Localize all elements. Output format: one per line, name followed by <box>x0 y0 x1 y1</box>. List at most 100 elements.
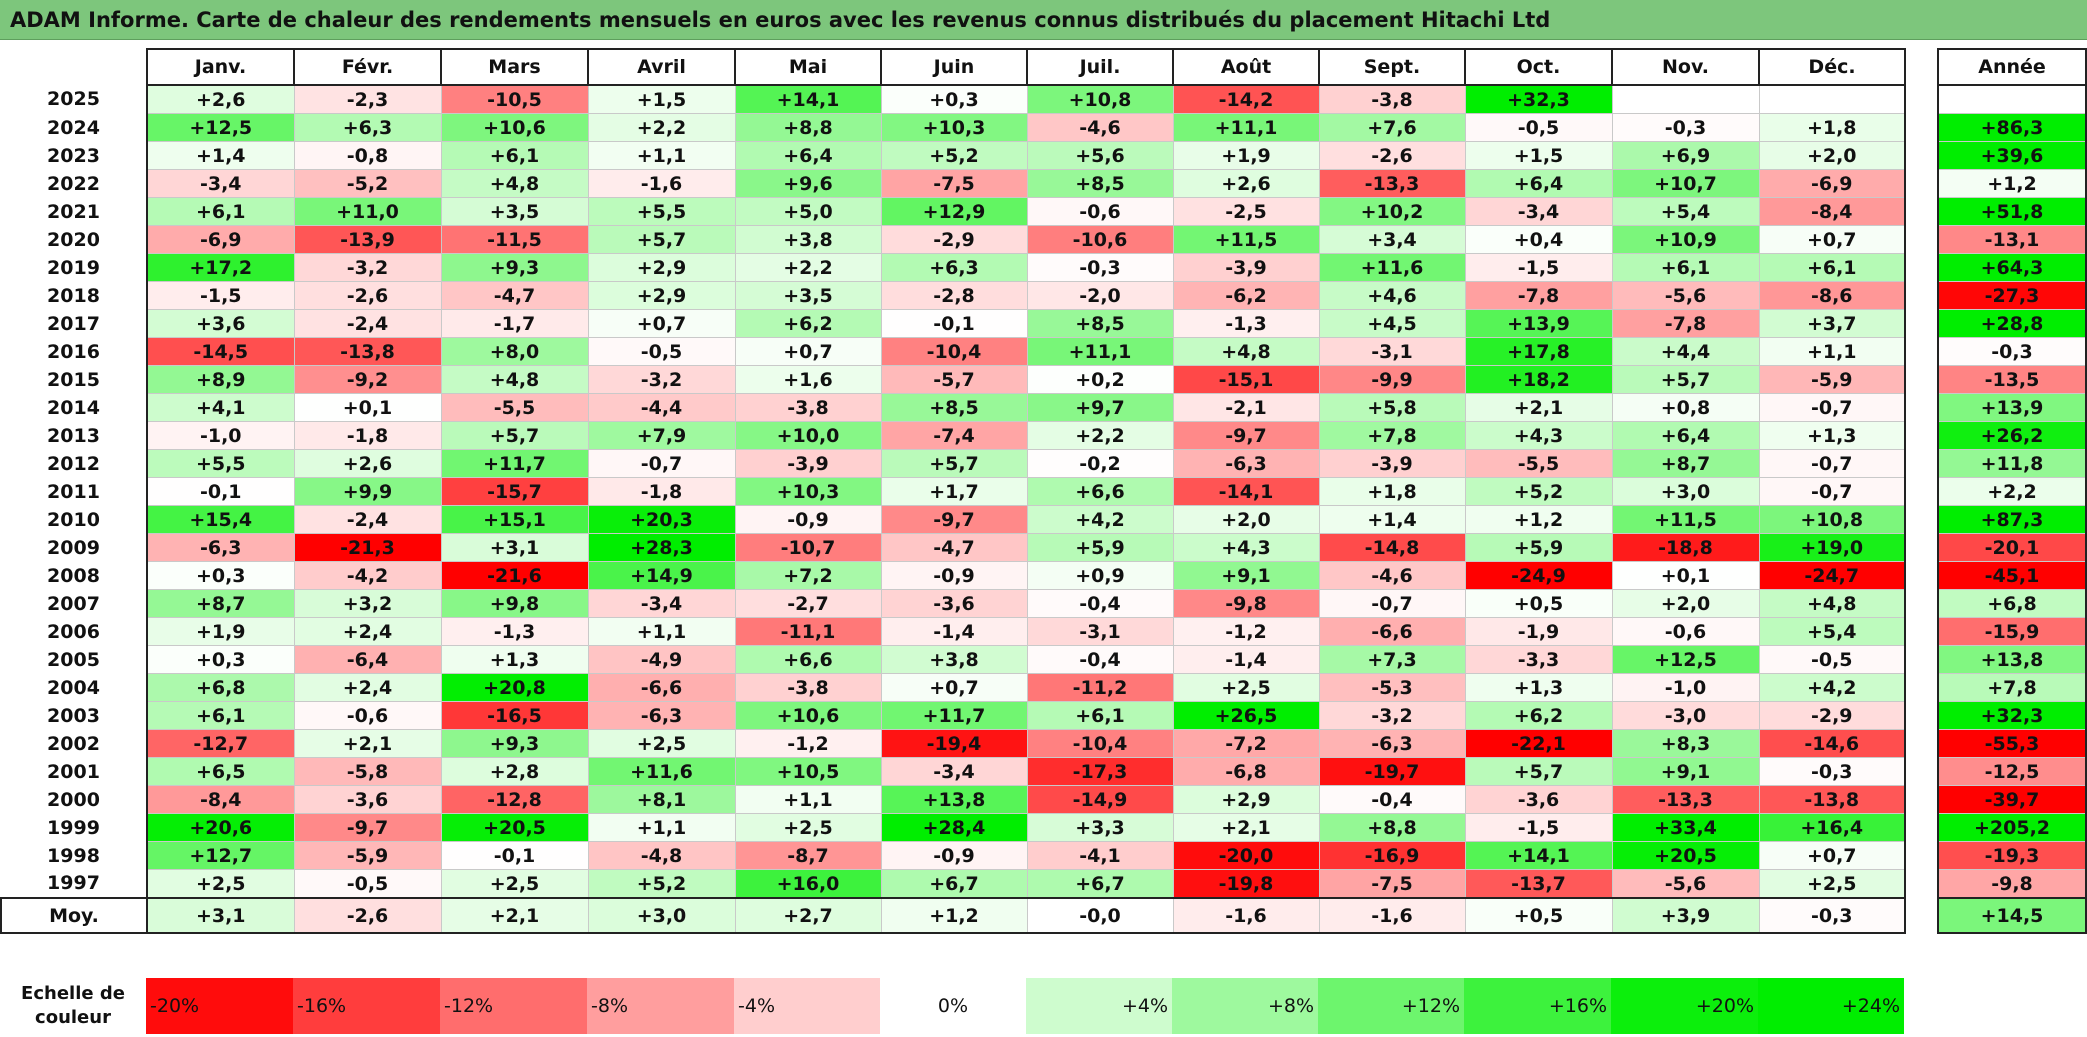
heat-cell: +5,2 <box>587 869 736 899</box>
average-cell: +2,7 <box>734 897 882 934</box>
heat-cell: +2,9 <box>587 253 736 282</box>
heat-cell: -6,6 <box>587 673 736 702</box>
heat-cell: -4,6 <box>1026 113 1174 142</box>
heat-cell: -0,2 <box>1026 449 1174 478</box>
heat-cell: +2,5 <box>587 729 736 758</box>
heat-cell: +2,0 <box>1611 589 1760 618</box>
annual-row: -45,1 <box>1937 561 2087 590</box>
heat-cell: +9,1 <box>1611 757 1760 786</box>
annual-cell: -15,9 <box>1937 617 2087 646</box>
heat-cell: +2,5 <box>1172 673 1320 702</box>
heat-cell: +0,7 <box>1758 225 1906 254</box>
heat-cell: +10,7 <box>1611 169 1760 198</box>
heat-cell: -3,9 <box>1318 449 1466 478</box>
heat-cell: +11,0 <box>293 197 442 226</box>
heat-cell: -9,2 <box>293 365 442 394</box>
heat-cell: +1,7 <box>880 477 1028 506</box>
heat-cell: -0,7 <box>587 449 736 478</box>
heatmap-row: 2009 -6,3 -21,3 +3,1 +28,3 -10,7 -4,7 +5,9 +4,3-… <box>1 533 1906 562</box>
year-label: 2016 <box>47 340 100 363</box>
heat-cell: +15,4 <box>146 505 295 534</box>
heat-cell: -8,6 <box>1758 281 1906 310</box>
heat-cell: -21,3 <box>293 533 442 562</box>
heat-cell: -3,1 <box>1026 617 1174 646</box>
heat-cell: +14,1 <box>1464 841 1613 870</box>
heat-cell: +17,8 <box>1464 337 1613 366</box>
heat-cell: +20,5 <box>1611 841 1760 870</box>
heat-cell: -0,9 <box>880 561 1028 590</box>
scale-swatch: +4% <box>1026 978 1172 1034</box>
average-cell: -2,6 <box>293 897 442 934</box>
heat-cell: +3,5 <box>734 281 882 310</box>
heat-cell: -6,9 <box>146 225 295 254</box>
heat-cell: +5,7 <box>440 421 589 450</box>
annual-average-row: +14,5 <box>1937 897 2087 934</box>
heat-cell: -6,2 <box>1172 281 1320 310</box>
heat-cell: +3,6 <box>146 309 295 338</box>
heat-cell: +3,7 <box>1758 309 1906 338</box>
heat-cell: -0,9 <box>880 841 1028 870</box>
heat-cell: -10,4 <box>1026 729 1174 758</box>
heat-cell: -14,6 <box>1758 729 1906 758</box>
heat-cell: +5,2 <box>1464 477 1613 506</box>
heat-cell: +8,5 <box>1026 169 1174 198</box>
heat-cell: +6,1 <box>146 197 295 226</box>
heat-cell: -1,8 <box>587 477 736 506</box>
average-cell: +3,9 <box>1611 897 1760 934</box>
heat-cell: +4,8 <box>1172 337 1320 366</box>
month-header: Déc. <box>1758 48 1906 86</box>
heatmap-row: 2000 -8,4 -3,6 -12,8 +8,1 +1,1 +13,8 -14,9 +2,9-… <box>1 785 1906 814</box>
scale-swatch: +24% <box>1758 978 1904 1034</box>
heat-cell: -3,0 <box>1611 701 1760 730</box>
average-cell: +3,0 <box>587 897 736 934</box>
month-header: Avril <box>587 48 736 86</box>
annual-column: Année +86,3 +39,6 +1,2 +51,8 -13,1 +64,3 -27,3… <box>1937 48 2087 934</box>
heatmap-row: 2001 +6,5 -5,8 +2,8 +11,6 +10,5 -3,4 -17,3 -6,8-… <box>1 757 1906 786</box>
heat-cell: +2,2 <box>734 253 882 282</box>
heat-cell: +3,4 <box>1318 225 1466 254</box>
heat-cell: -7,8 <box>1464 281 1613 310</box>
heatmap-row: 2025 +2,6 -2,3 -10,5 +1,5 +14,1 +0,3 +10,8 -14,2… <box>1 84 1906 114</box>
heatmap-row: 2019 +17,2 -3,2 +9,3 +2,9 +2,2 +6,3 -0,3 -3,9 +11… <box>1 253 1906 282</box>
heat-cell: +8,7 <box>1611 449 1760 478</box>
year-label: 2007 <box>47 592 100 615</box>
heat-cell: -1,6 <box>587 169 736 198</box>
heat-cell: +2,5 <box>1758 869 1906 899</box>
heat-cell: +1,6 <box>734 365 882 394</box>
heat-cell: +1,5 <box>1464 141 1613 170</box>
scale-swatch: -4% <box>734 978 880 1034</box>
heat-cell: -5,9 <box>293 841 442 870</box>
heat-cell: +0,7 <box>734 337 882 366</box>
heat-cell: -4,7 <box>880 533 1028 562</box>
heat-cell: +8,3 <box>1611 729 1760 758</box>
month-header: Juil. <box>1026 48 1174 86</box>
heat-cell: -3,2 <box>587 365 736 394</box>
average-cell: +1,2 <box>880 897 1028 934</box>
year-label: 2015 <box>47 368 100 391</box>
annual-cell: +11,8 <box>1937 449 2087 478</box>
annual-row: +6,8 <box>1937 589 2087 618</box>
month-header: Sept. <box>1318 48 1466 86</box>
heat-cell: -1,7 <box>440 309 589 338</box>
heatmap-row: 2007 +8,7 +3,2 +9,8 -3,4 -2,7 -3,6 -0,4 -9,8 -0,7… <box>1 589 1906 618</box>
heat-cell: -7,2 <box>1172 729 1320 758</box>
heat-cell: +0,3 <box>146 645 295 674</box>
heat-cell: +14,1 <box>734 84 882 114</box>
annual-row: +28,8 <box>1937 309 2087 338</box>
heat-cell: -2,1 <box>1172 393 1320 422</box>
heat-cell: -7,4 <box>880 421 1028 450</box>
heat-cell: +6,7 <box>880 869 1028 899</box>
heatmap-row: 2004 +6,8 +2,4 +20,8 -6,6 -3,8 +0,7 -11,2 +2,5 -5… <box>1 673 1906 702</box>
heatmap-row: 2020 -6,9 -13,9 -11,5 +5,7 +3,8 -2,9 -10,6 +11,5… <box>1 225 1906 254</box>
heat-cell: +2,6 <box>1172 169 1320 198</box>
heat-cell: +0,3 <box>880 84 1028 114</box>
heat-cell: +28,4 <box>880 813 1028 842</box>
heat-cell: -0,4 <box>1026 589 1174 618</box>
heat-cell: +26,5 <box>1172 701 1320 730</box>
annual-row: -19,3 <box>1937 841 2087 870</box>
heat-cell: -0,1 <box>440 841 589 870</box>
heat-cell: +5,5 <box>587 197 736 226</box>
heat-cell: +2,5 <box>146 869 295 899</box>
heat-cell: +10,6 <box>734 701 882 730</box>
heat-cell: +20,3 <box>587 505 736 534</box>
